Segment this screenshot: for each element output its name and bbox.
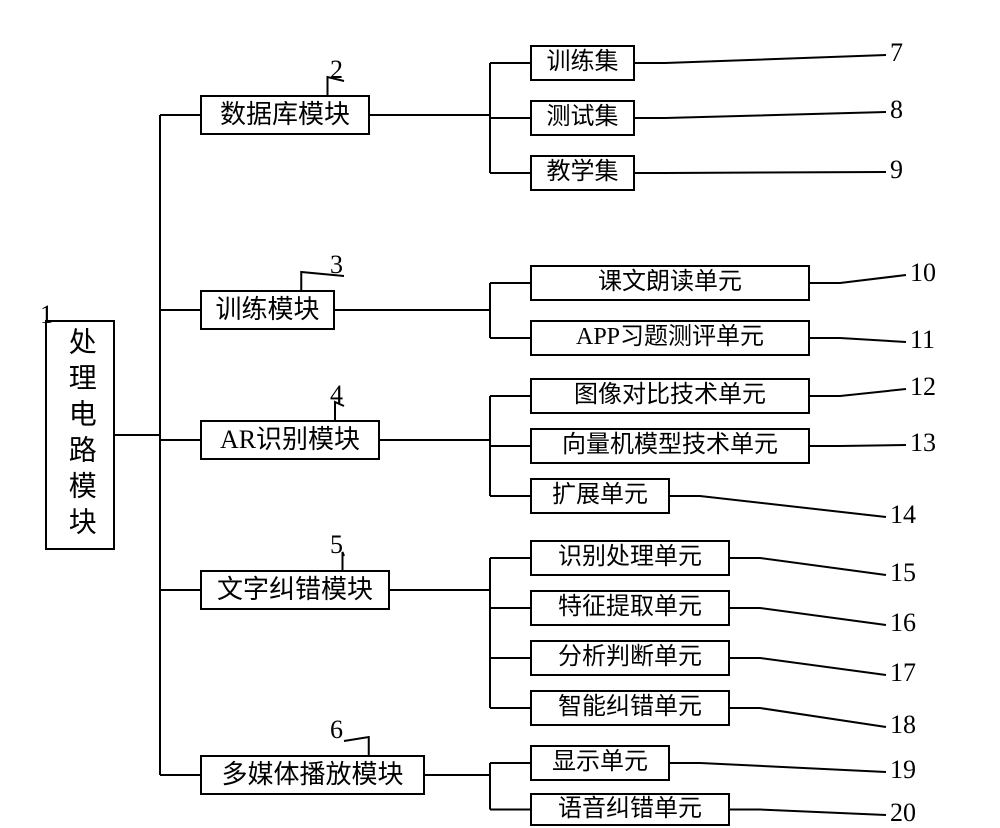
node-box-19: 显示单元 — [530, 745, 670, 781]
node-label: 智能纠错单元 — [558, 695, 702, 720]
node-label: 数据库模块 — [220, 101, 350, 128]
node-number-6: 6 — [330, 715, 343, 745]
node-number-5: 5 — [330, 530, 343, 560]
node-box-4: AR识别模块 — [200, 420, 380, 460]
node-box-6: 多媒体播放模块 — [200, 755, 425, 795]
node-box-15: 识别处理单元 — [530, 540, 730, 576]
node-label: 教学集 — [547, 160, 619, 185]
node-number-9: 9 — [890, 155, 903, 185]
node-number-18: 18 — [890, 710, 916, 740]
node-label: 特征提取单元 — [558, 595, 702, 620]
node-label: 识别处理单元 — [558, 545, 702, 570]
node-number-7: 7 — [890, 38, 903, 68]
node-box-17: 分析判断单元 — [530, 640, 730, 676]
node-box-8: 测试集 — [530, 100, 635, 136]
node-box-3: 训练模块 — [200, 290, 335, 330]
node-number-16: 16 — [890, 608, 916, 638]
node-label: 图像对比技术单元 — [574, 383, 766, 408]
node-number-14: 14 — [890, 500, 916, 530]
node-box-12: 图像对比技术单元 — [530, 378, 810, 414]
node-number-20: 20 — [890, 798, 916, 828]
connectors-svg — [0, 0, 1000, 826]
node-label: 测试集 — [547, 105, 619, 130]
node-number-17: 17 — [890, 658, 916, 688]
node-number-8: 8 — [890, 95, 903, 125]
node-label: 训练集 — [547, 50, 619, 75]
node-box-10: 课文朗读单元 — [530, 265, 810, 301]
node-box-9: 教学集 — [530, 155, 635, 191]
node-label: 处理电路模块 — [65, 327, 94, 543]
node-box-5: 文字纠错模块 — [200, 570, 390, 610]
node-label: 语音纠错单元 — [558, 797, 702, 822]
node-box-2: 数据库模块 — [200, 95, 370, 135]
node-box-1: 处理电路模块 — [45, 320, 115, 550]
node-label: APP习题测评单元 — [576, 325, 764, 350]
node-number-10: 10 — [910, 258, 936, 288]
node-box-20: 语音纠错单元 — [530, 793, 730, 826]
node-number-15: 15 — [890, 558, 916, 588]
node-box-18: 智能纠错单元 — [530, 690, 730, 726]
node-label: 显示单元 — [552, 750, 648, 775]
node-box-13: 向量机模型技术单元 — [530, 428, 810, 464]
node-label: AR识别模块 — [220, 426, 360, 453]
node-number-3: 3 — [330, 250, 343, 280]
node-label: 训练模块 — [215, 296, 319, 323]
node-label: 多媒体播放模块 — [221, 761, 403, 788]
node-number-1: 1 — [40, 300, 53, 330]
node-box-7: 训练集 — [530, 45, 635, 81]
node-number-13: 13 — [910, 428, 936, 458]
node-box-16: 特征提取单元 — [530, 590, 730, 626]
node-label: 文字纠错模块 — [217, 576, 373, 603]
node-number-19: 19 — [890, 755, 916, 785]
node-number-4: 4 — [330, 380, 343, 410]
diagram-stage: 处理电路模块 1 数据库模块 2 训练模块 3 AR识别模块 4 文字纠错模块 5 多媒体播放模块 6… — [0, 0, 1000, 826]
node-number-2: 2 — [330, 55, 343, 85]
node-label: 向量机模型技术单元 — [562, 433, 778, 458]
node-label: 扩展单元 — [552, 483, 648, 508]
node-box-11: APP习题测评单元 — [530, 320, 810, 356]
node-number-11: 11 — [910, 325, 935, 355]
node-number-12: 12 — [910, 372, 936, 402]
node-label: 课文朗读单元 — [598, 270, 742, 295]
node-box-14: 扩展单元 — [530, 478, 670, 514]
node-label: 分析判断单元 — [558, 645, 702, 670]
